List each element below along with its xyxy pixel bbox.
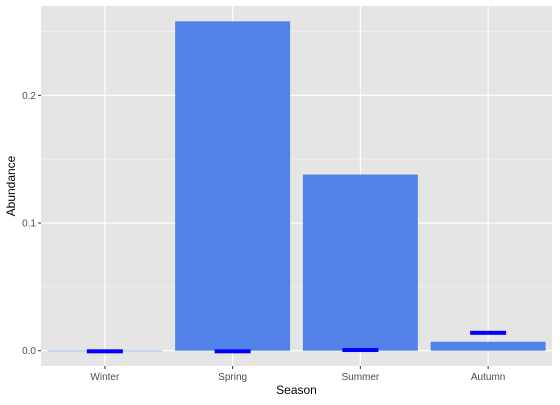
point-markers bbox=[86, 330, 507, 354]
x-tick-label: Spring bbox=[218, 372, 247, 383]
marker-summer bbox=[342, 348, 379, 353]
x-axis-title: Season bbox=[276, 383, 317, 397]
bars bbox=[47, 21, 546, 352]
bar-summer bbox=[302, 174, 418, 351]
marker-spring bbox=[214, 349, 251, 354]
bar-autumn bbox=[430, 341, 546, 351]
y-axis-title: Abundance bbox=[4, 155, 18, 216]
y-tick-label: 0.0 bbox=[22, 346, 36, 357]
x-tick-label: Autumn bbox=[471, 372, 505, 383]
y-tick-label: 0.1 bbox=[22, 219, 36, 230]
marker-autumn bbox=[470, 330, 507, 335]
axes: 0.0 0.1 0.2 Winter Spring Summer Autumn bbox=[22, 91, 505, 383]
plot-panel bbox=[41, 6, 552, 366]
x-tick-label: Winter bbox=[90, 372, 120, 383]
marker-winter bbox=[86, 349, 123, 354]
x-tick-label: Summer bbox=[341, 372, 379, 383]
y-tick-label: 0.2 bbox=[22, 91, 36, 102]
bar-spring bbox=[175, 21, 291, 351]
